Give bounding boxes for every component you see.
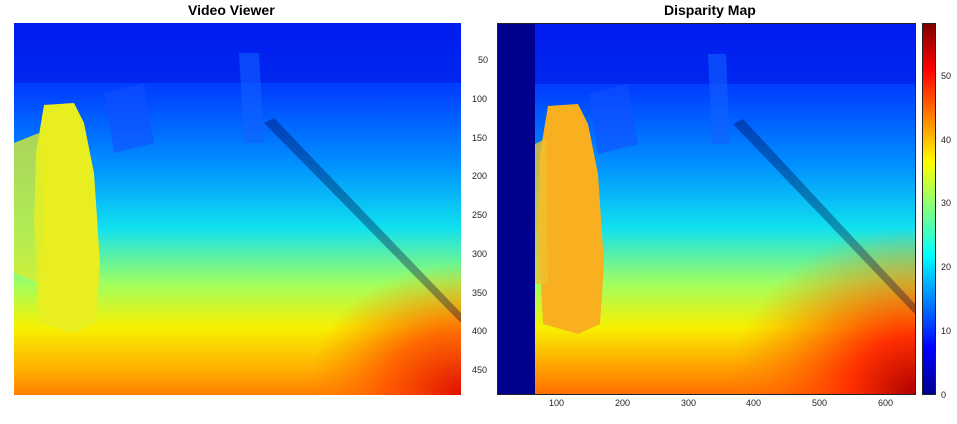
- x-tick-label: 300: [681, 398, 697, 408]
- y-tick-label: 50: [478, 55, 489, 65]
- colorbar-gradient: [923, 24, 935, 394]
- disparity-map-title: Disparity Map: [664, 2, 756, 18]
- y-tick-label: 450: [472, 365, 488, 375]
- colorbar-tick-label: 40: [941, 135, 952, 145]
- y-tick-label: 150: [472, 133, 488, 143]
- colorbar-tick-label: 30: [941, 198, 952, 208]
- x-tick-label: 100: [549, 398, 565, 408]
- colorbar-tick-label: 0: [941, 390, 947, 400]
- disparity-map-axes: [497, 23, 916, 395]
- video-viewer-depth-render: [14, 23, 461, 395]
- x-tick-label: 600: [878, 398, 894, 408]
- y-tick-label: 250: [472, 210, 488, 220]
- x-tick-label: 200: [615, 398, 631, 408]
- colorbar: [922, 23, 936, 395]
- disparity-map-render: [498, 24, 915, 394]
- colorbar-tick-label: 50: [941, 71, 952, 81]
- y-tick-label: 350: [472, 288, 488, 298]
- colorbar-tick-label: 20: [941, 262, 952, 272]
- video-viewer-image: [14, 23, 461, 395]
- x-tick-label: 400: [746, 398, 762, 408]
- colorbar-tick-label: 10: [941, 326, 952, 336]
- y-tick-label: 200: [472, 171, 488, 181]
- x-tick-label: 500: [812, 398, 828, 408]
- y-tick-label: 100: [472, 94, 488, 104]
- video-viewer-title: Video Viewer: [188, 2, 275, 18]
- y-tick-label: 300: [472, 249, 488, 259]
- y-tick-label: 400: [472, 326, 488, 336]
